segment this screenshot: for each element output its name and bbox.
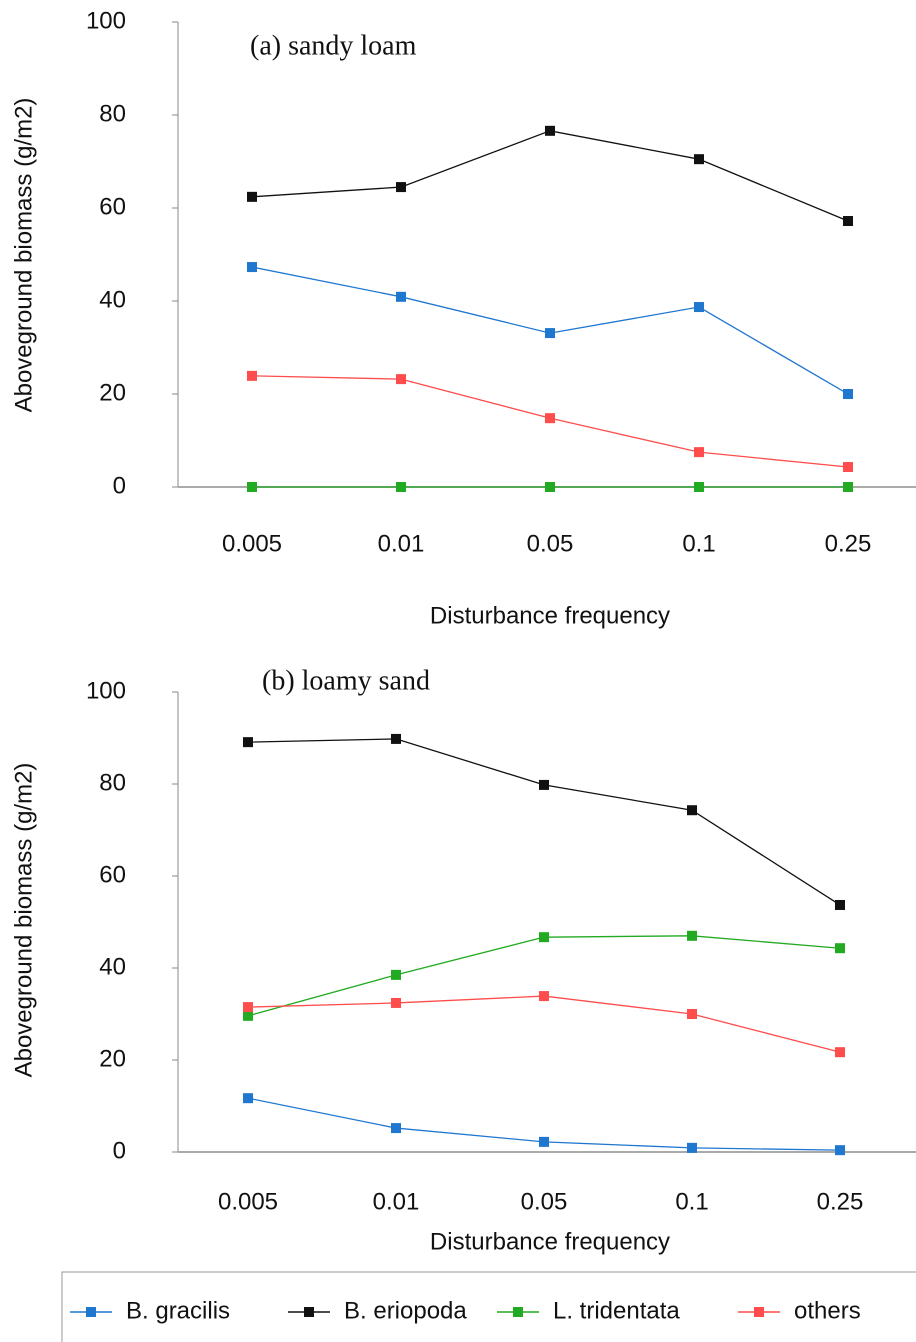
point xyxy=(391,997,401,1008)
x-tick-label: 0.005 xyxy=(222,530,282,557)
x-axis-title: Disturbance frequency xyxy=(430,1228,670,1255)
point xyxy=(247,191,257,202)
y-tick-label: 0 xyxy=(113,1137,126,1164)
point xyxy=(694,302,704,313)
point xyxy=(396,182,406,193)
legend-label: B. gracilis xyxy=(126,1297,230,1324)
point xyxy=(396,482,406,492)
y-tick-label: 40 xyxy=(99,286,126,313)
point xyxy=(539,991,549,1002)
legend-box xyxy=(61,1271,916,1342)
point xyxy=(247,482,257,492)
x-tick-label: 0.1 xyxy=(682,530,715,557)
y-tick-label: 80 xyxy=(99,769,126,796)
series-line xyxy=(251,130,849,222)
x-tick-label: 0.1 xyxy=(675,1188,708,1215)
point xyxy=(539,932,549,943)
y-tick-label: 40 xyxy=(99,953,126,980)
chart-title: (b) loamy sand xyxy=(262,665,430,696)
x-tick-label: 0.25 xyxy=(817,1188,864,1215)
x-tick-label: 0.01 xyxy=(373,1188,420,1215)
point xyxy=(539,779,549,790)
point xyxy=(243,1093,253,1104)
point xyxy=(843,216,853,227)
y-tick-label: 60 xyxy=(99,861,126,888)
legend-label: others xyxy=(794,1297,861,1324)
point xyxy=(687,930,697,941)
x-tick-label: 0.05 xyxy=(521,1188,568,1215)
point xyxy=(694,482,704,492)
point xyxy=(694,447,704,458)
point xyxy=(396,291,406,302)
x-axis-title: Disturbance frequency xyxy=(430,602,670,629)
point xyxy=(687,805,697,816)
series-line xyxy=(247,995,841,1053)
point xyxy=(243,737,253,748)
point xyxy=(396,374,406,385)
y-axis-title: Aboveground biomass (g/m2) xyxy=(10,98,37,413)
point xyxy=(391,1123,401,1134)
legend-label: B. eriopoda xyxy=(344,1297,467,1324)
point xyxy=(835,899,845,910)
point xyxy=(247,262,257,273)
point xyxy=(391,969,401,980)
point xyxy=(843,389,853,399)
point xyxy=(843,482,853,492)
x-tick-label: 0.05 xyxy=(527,530,574,557)
legend-marker xyxy=(86,1307,96,1317)
point xyxy=(545,413,555,424)
y-tick-label: 20 xyxy=(99,1045,126,1072)
point xyxy=(687,1009,697,1019)
legend-marker xyxy=(754,1307,764,1317)
y-tick-label: 60 xyxy=(99,193,126,220)
point xyxy=(545,125,555,136)
point xyxy=(843,462,853,473)
point xyxy=(243,1002,253,1013)
y-tick-label: 0 xyxy=(113,472,126,499)
legend-marker xyxy=(513,1307,523,1317)
y-axis-title: Aboveground biomass (g/m2) xyxy=(10,763,37,1078)
legend-marker xyxy=(304,1307,314,1317)
point xyxy=(243,1010,253,1021)
point xyxy=(539,1136,549,1147)
x-tick-label: 0.01 xyxy=(378,530,425,557)
point xyxy=(247,370,257,381)
y-tick-label: 20 xyxy=(99,379,126,406)
point xyxy=(545,482,555,492)
x-tick-label: 0.005 xyxy=(218,1188,278,1215)
x-tick-label: 0.25 xyxy=(825,530,872,557)
point xyxy=(687,1142,697,1153)
series-line xyxy=(247,738,841,906)
y-tick-label: 100 xyxy=(86,677,126,704)
point xyxy=(694,154,704,165)
point xyxy=(835,1145,845,1156)
chart-title: (a) sandy loam xyxy=(250,30,417,61)
point xyxy=(835,1047,845,1058)
legend-label: L. tridentata xyxy=(553,1297,680,1324)
point xyxy=(391,733,401,744)
y-tick-label: 100 xyxy=(86,7,126,34)
series-line xyxy=(247,935,841,1017)
point xyxy=(545,328,555,339)
point xyxy=(835,943,845,954)
y-tick-label: 80 xyxy=(99,100,126,127)
